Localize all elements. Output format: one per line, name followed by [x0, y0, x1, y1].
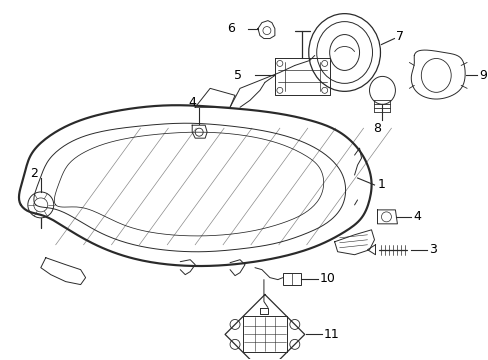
Text: 1: 1: [377, 179, 385, 192]
Text: 4: 4: [412, 210, 420, 223]
Text: 2: 2: [30, 167, 38, 180]
Bar: [282, 273, 300, 285]
Text: 4: 4: [188, 96, 196, 109]
Text: 9: 9: [478, 69, 486, 82]
Text: 10: 10: [319, 272, 335, 285]
Text: 8: 8: [373, 122, 381, 135]
Text: 3: 3: [428, 243, 436, 256]
Bar: [243, 316, 286, 352]
Text: 7: 7: [396, 30, 404, 43]
Text: 11: 11: [323, 328, 339, 341]
Text: 6: 6: [227, 22, 235, 35]
Text: 5: 5: [234, 69, 242, 82]
